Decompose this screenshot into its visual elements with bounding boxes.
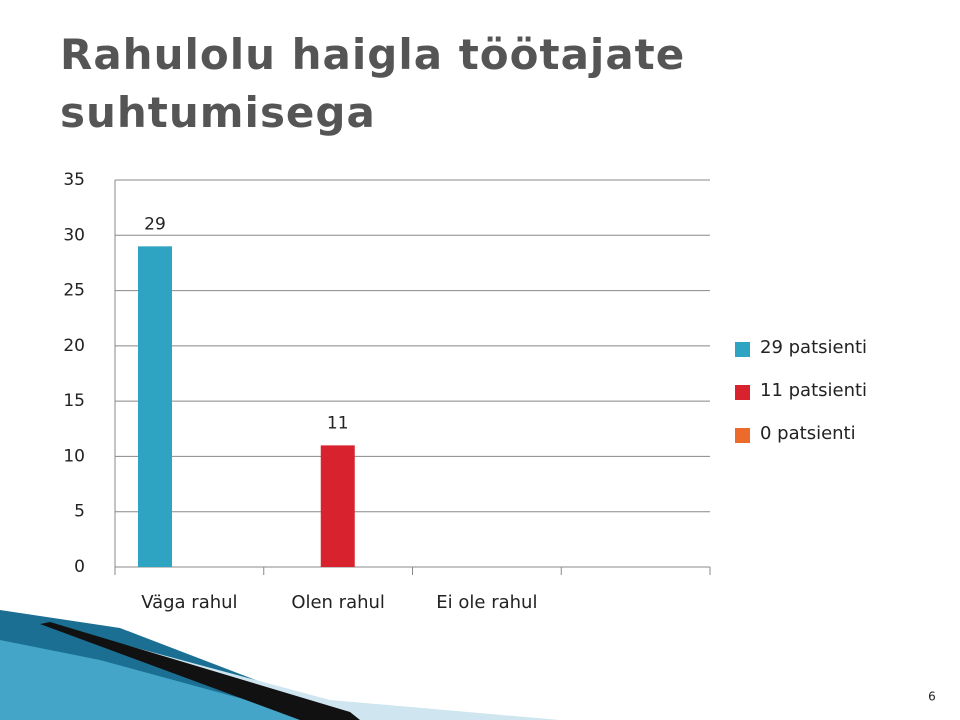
decoration [40,622,360,720]
decoration [0,640,320,720]
y-tick-label: 10 [63,446,85,466]
data-label: 11 [327,413,349,433]
y-tick-label: 30 [63,225,85,245]
y-tick-label: 25 [63,281,85,301]
y-tick-label: 20 [63,336,85,356]
y-tick-label: 0 [74,557,85,577]
legend-swatch [735,342,750,357]
data-label: 29 [144,214,166,234]
y-tick-label: 5 [74,502,85,522]
y-tick-label: 35 [63,170,85,190]
x-tick-label: Väga rahul [141,592,237,613]
legend-label: 0 patsienti [760,423,856,444]
x-tick-label: Olen rahul [291,592,385,613]
x-tick-label: Ei ole rahul [436,592,537,613]
page-number: 6 [928,690,936,704]
bar [138,246,172,568]
bar [320,445,355,567]
legend-swatch [735,428,750,443]
title: Rahulolu haigla töötajate suhtumisega [60,30,686,137]
legend-label: 11 patsienti [760,380,867,401]
legend-swatch [735,385,750,400]
legend-label: 29 patsienti [760,337,867,358]
y-tick-label: 15 [63,391,85,411]
